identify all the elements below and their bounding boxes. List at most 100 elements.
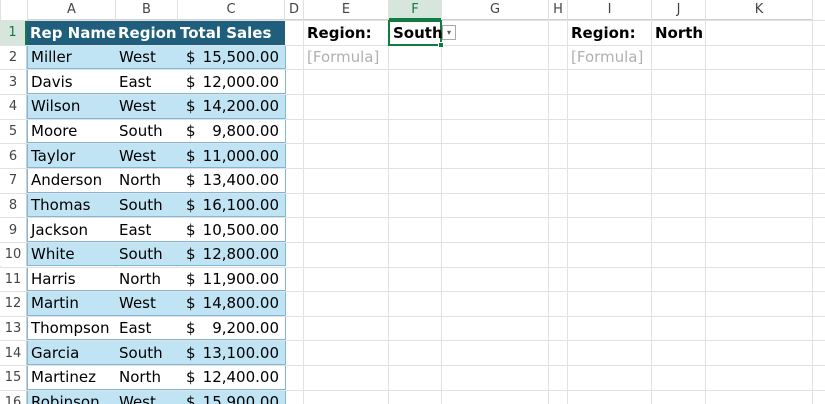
grid-line xyxy=(548,0,549,404)
column-header[interactable]: B xyxy=(116,0,177,20)
column-header[interactable]: F xyxy=(389,0,441,20)
row-header[interactable]: 15 xyxy=(0,366,27,390)
grid-line xyxy=(0,365,825,367)
table-cell: Martin xyxy=(27,292,116,316)
grid-line xyxy=(0,143,825,145)
grid-line xyxy=(0,118,825,120)
column-header[interactable]: E xyxy=(304,0,388,20)
amount: 9,200.00 xyxy=(212,319,279,338)
table-cell: Moore xyxy=(27,119,116,144)
column-header[interactable]: C xyxy=(178,0,284,20)
table-cell: South xyxy=(116,242,178,267)
currency-symbol: $ xyxy=(186,146,196,165)
currency-symbol: $ xyxy=(186,393,196,404)
grid-line xyxy=(0,291,825,293)
table-cell: $9,200.00 xyxy=(178,316,286,341)
table-cell: South xyxy=(116,119,178,144)
grid-line xyxy=(812,0,813,404)
row-header[interactable]: 13 xyxy=(0,316,27,341)
grid-line xyxy=(651,0,652,404)
row-header[interactable]: 2 xyxy=(0,45,27,70)
currency-symbol: $ xyxy=(186,368,196,387)
filter-label: Region: xyxy=(307,23,372,42)
formula-placeholder: [Formula] xyxy=(307,48,380,67)
table-cell: White xyxy=(27,242,116,267)
row-header[interactable]: 11 xyxy=(0,267,27,292)
filter-value: South xyxy=(388,20,443,46)
row-header[interactable]: 10 xyxy=(0,242,27,267)
currency-symbol: $ xyxy=(186,121,196,140)
table-cell: West xyxy=(116,390,178,404)
row-header[interactable]: 3 xyxy=(0,70,27,94)
amount: 12,000.00 xyxy=(202,72,279,91)
table-cell: South xyxy=(116,193,178,218)
row-header[interactable]: 9 xyxy=(0,218,27,242)
row-header[interactable]: 1 xyxy=(0,21,27,45)
currency-symbol: $ xyxy=(186,72,196,91)
currency-symbol: $ xyxy=(186,220,196,239)
row-header[interactable]: 16 xyxy=(0,390,27,404)
table-cell: $12,400.00 xyxy=(178,366,286,390)
table-cell: $9,800.00 xyxy=(178,119,286,144)
amount: 13,100.00 xyxy=(202,343,279,362)
table-cell: $10,500.00 xyxy=(178,218,286,242)
row-header[interactable]: 5 xyxy=(0,119,27,144)
column-header[interactable]: D xyxy=(285,0,303,20)
row-header[interactable]: 4 xyxy=(0,94,27,119)
column-header[interactable]: J xyxy=(652,0,705,20)
row-header[interactable]: 12 xyxy=(0,292,27,316)
grid-line xyxy=(303,0,304,404)
table-cell: East xyxy=(116,316,178,341)
amount: 12,400.00 xyxy=(202,368,279,387)
column-header[interactable]: K xyxy=(706,0,812,20)
grid-line xyxy=(0,340,825,342)
amount: 11,900.00 xyxy=(202,269,279,288)
grid-line xyxy=(0,69,825,71)
table-cell: East xyxy=(116,218,178,242)
table-cell: $12,800.00 xyxy=(178,242,286,267)
amount: 16,100.00 xyxy=(202,195,279,214)
amount: 15,500.00 xyxy=(202,47,279,66)
currency-symbol: $ xyxy=(186,97,196,116)
amount: 9,800.00 xyxy=(212,121,279,140)
grid-line xyxy=(0,315,825,317)
table-cell: Thomas xyxy=(27,193,116,218)
table-header: Total Sales xyxy=(177,21,285,45)
table-cell: Thompson xyxy=(27,316,116,341)
table-cell: West xyxy=(116,94,178,119)
table-cell: North xyxy=(116,168,178,193)
table-cell: Taylor xyxy=(27,144,116,168)
table-cell: $16,100.00 xyxy=(178,193,286,218)
currency-symbol: $ xyxy=(186,195,196,214)
row-header[interactable]: 7 xyxy=(0,168,27,193)
currency-symbol: $ xyxy=(186,47,196,66)
currency-symbol: $ xyxy=(186,269,196,288)
row-header[interactable]: 8 xyxy=(0,193,27,218)
currency-symbol: $ xyxy=(186,294,196,313)
table-cell: Harris xyxy=(27,267,116,292)
table-cell: Anderson xyxy=(27,168,116,193)
currency-symbol: $ xyxy=(186,319,196,338)
column-header[interactable]: I xyxy=(568,0,651,20)
selection-handle xyxy=(438,41,444,48)
table-header: Region xyxy=(115,21,178,45)
grid-line xyxy=(441,0,442,404)
row-header[interactable]: 6 xyxy=(0,144,27,168)
table-cell: West xyxy=(116,144,178,168)
table-cell: North xyxy=(116,267,178,292)
row-header[interactable]: 14 xyxy=(0,341,27,366)
formula-placeholder: [Formula] xyxy=(571,48,644,67)
amount: 12,800.00 xyxy=(202,245,279,264)
table-cell: $13,400.00 xyxy=(178,168,286,193)
grid-line xyxy=(0,389,825,391)
table-cell: $15,500.00 xyxy=(178,45,286,70)
column-header[interactable]: H xyxy=(549,0,567,20)
table-cell: West xyxy=(116,292,178,316)
column-header[interactable]: G xyxy=(442,0,548,20)
dropdown-button[interactable]: ▾ xyxy=(442,25,456,40)
amount: 10,500.00 xyxy=(202,220,279,239)
grid-line xyxy=(0,217,825,219)
column-header[interactable]: A xyxy=(28,0,115,20)
table-cell: $13,100.00 xyxy=(178,341,286,366)
